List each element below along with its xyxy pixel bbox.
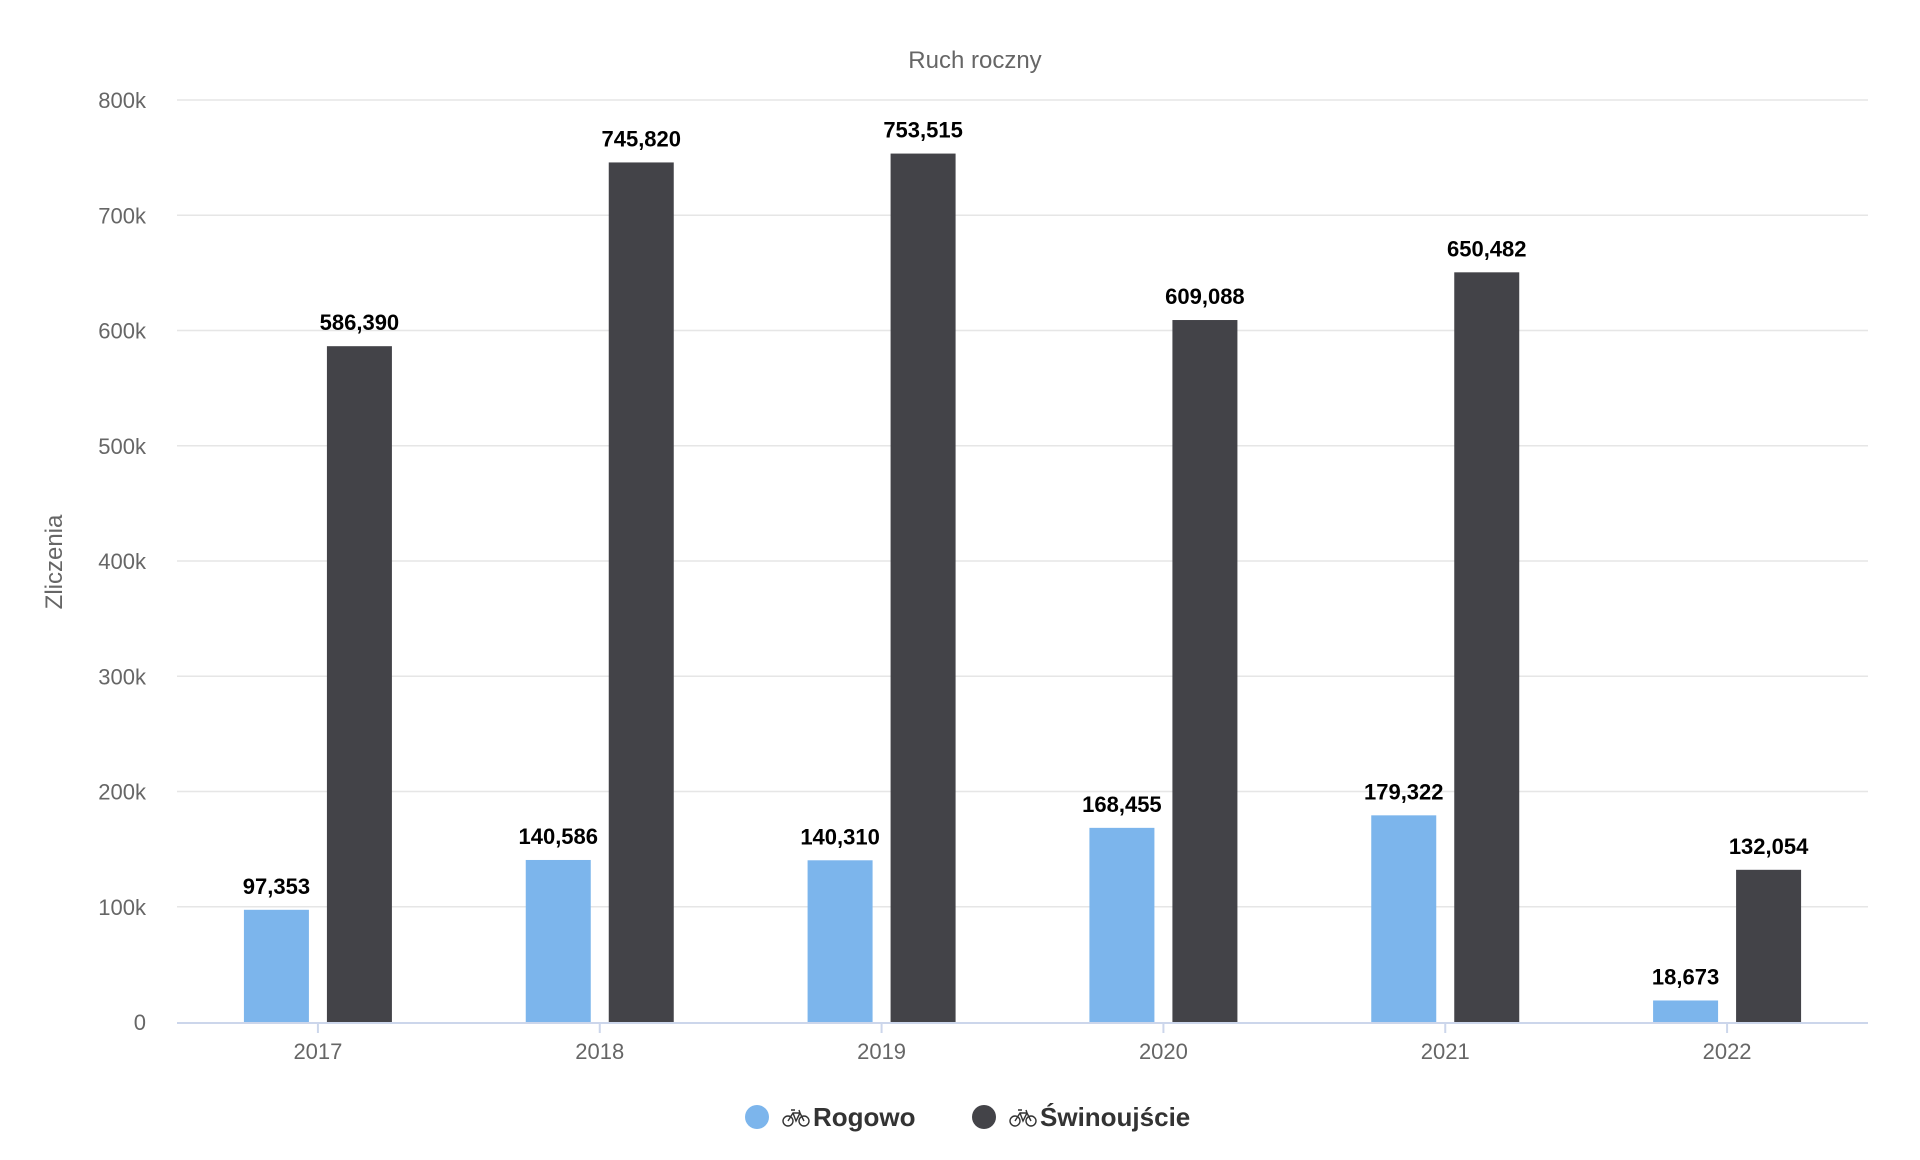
data-label: 140,310 [800, 824, 880, 849]
y-tick-label: 100k [98, 895, 147, 920]
x-axis-ticks: 2017 2018 2019 2020 2021 2022 [293, 1023, 1752, 1064]
data-label: 132,054 [1729, 834, 1809, 859]
data-labels: 97,353 586,390 140,586 745,820 140,310 753,51… [243, 118, 1809, 990]
data-label: 609,088 [1165, 284, 1245, 309]
data-label: 97,353 [243, 874, 310, 899]
grid [177, 99, 1868, 908]
bar--winouj-cie-2021[interactable] [1454, 272, 1520, 1023]
chart-title: Ruch roczny [908, 47, 1041, 74]
bar-rogowo-2018[interactable] [525, 859, 591, 1022]
bars [243, 153, 1802, 1023]
data-label: 745,820 [601, 126, 681, 151]
bicycle-icon [782, 1109, 810, 1127]
x-tick-label: 2018 [575, 1039, 624, 1064]
legend-item--winouj-cie[interactable]: Świnoujście [972, 1102, 1190, 1132]
bar-rogowo-2017[interactable] [243, 909, 309, 1022]
bar-rogowo-2022[interactable] [1653, 1000, 1719, 1022]
y-axis-ticks: 0 100k 200k 300k 400k 500k 600k 700k 800k [98, 88, 147, 1035]
y-tick-label: 400k [98, 549, 147, 574]
y-tick-label: 200k [98, 780, 147, 805]
y-tick-label: 0 [134, 1010, 146, 1035]
bar-rogowo-2021[interactable] [1371, 815, 1437, 1022]
data-label: 179,322 [1364, 779, 1444, 804]
bar--winouj-cie-2017[interactable] [326, 346, 392, 1022]
y-tick-label: 600k [98, 319, 147, 344]
data-label: 18,673 [1652, 964, 1719, 989]
data-label: 140,586 [518, 824, 598, 849]
data-label: 586,390 [320, 310, 400, 335]
legend: Rogowo Świnoujście [745, 1102, 1190, 1132]
y-axis-label: Zliczenia [41, 514, 68, 609]
x-tick-label: 2017 [293, 1039, 342, 1064]
legend-marker [745, 1105, 769, 1129]
bar-rogowo-2019[interactable] [807, 860, 873, 1022]
bar-rogowo-2020[interactable] [1089, 827, 1155, 1022]
bar--winouj-cie-2022[interactable] [1736, 869, 1802, 1022]
bar--winouj-cie-2018[interactable] [608, 162, 674, 1022]
bar--winouj-cie-2019[interactable] [890, 153, 956, 1022]
data-label: 753,515 [883, 118, 963, 143]
x-tick-label: 2019 [857, 1039, 906, 1064]
bar--winouj-cie-2020[interactable] [1172, 320, 1238, 1022]
data-label: 650,482 [1447, 236, 1527, 261]
x-tick-label: 2021 [1421, 1039, 1470, 1064]
y-tick-label: 300k [98, 664, 147, 689]
legend-item-rogowo[interactable]: Rogowo [745, 1102, 916, 1132]
x-tick-label: 2020 [1139, 1039, 1188, 1064]
y-tick-label: 800k [98, 88, 147, 113]
data-label: 168,455 [1082, 792, 1162, 817]
y-tick-label: 700k [98, 203, 147, 228]
bicycle-icon [1009, 1109, 1037, 1127]
legend-label: Świnoujście [1040, 1102, 1190, 1132]
legend-marker [972, 1105, 996, 1129]
legend-label: Rogowo [813, 1102, 916, 1132]
x-tick-label: 2022 [1703, 1039, 1752, 1064]
y-tick-label: 500k [98, 434, 147, 459]
